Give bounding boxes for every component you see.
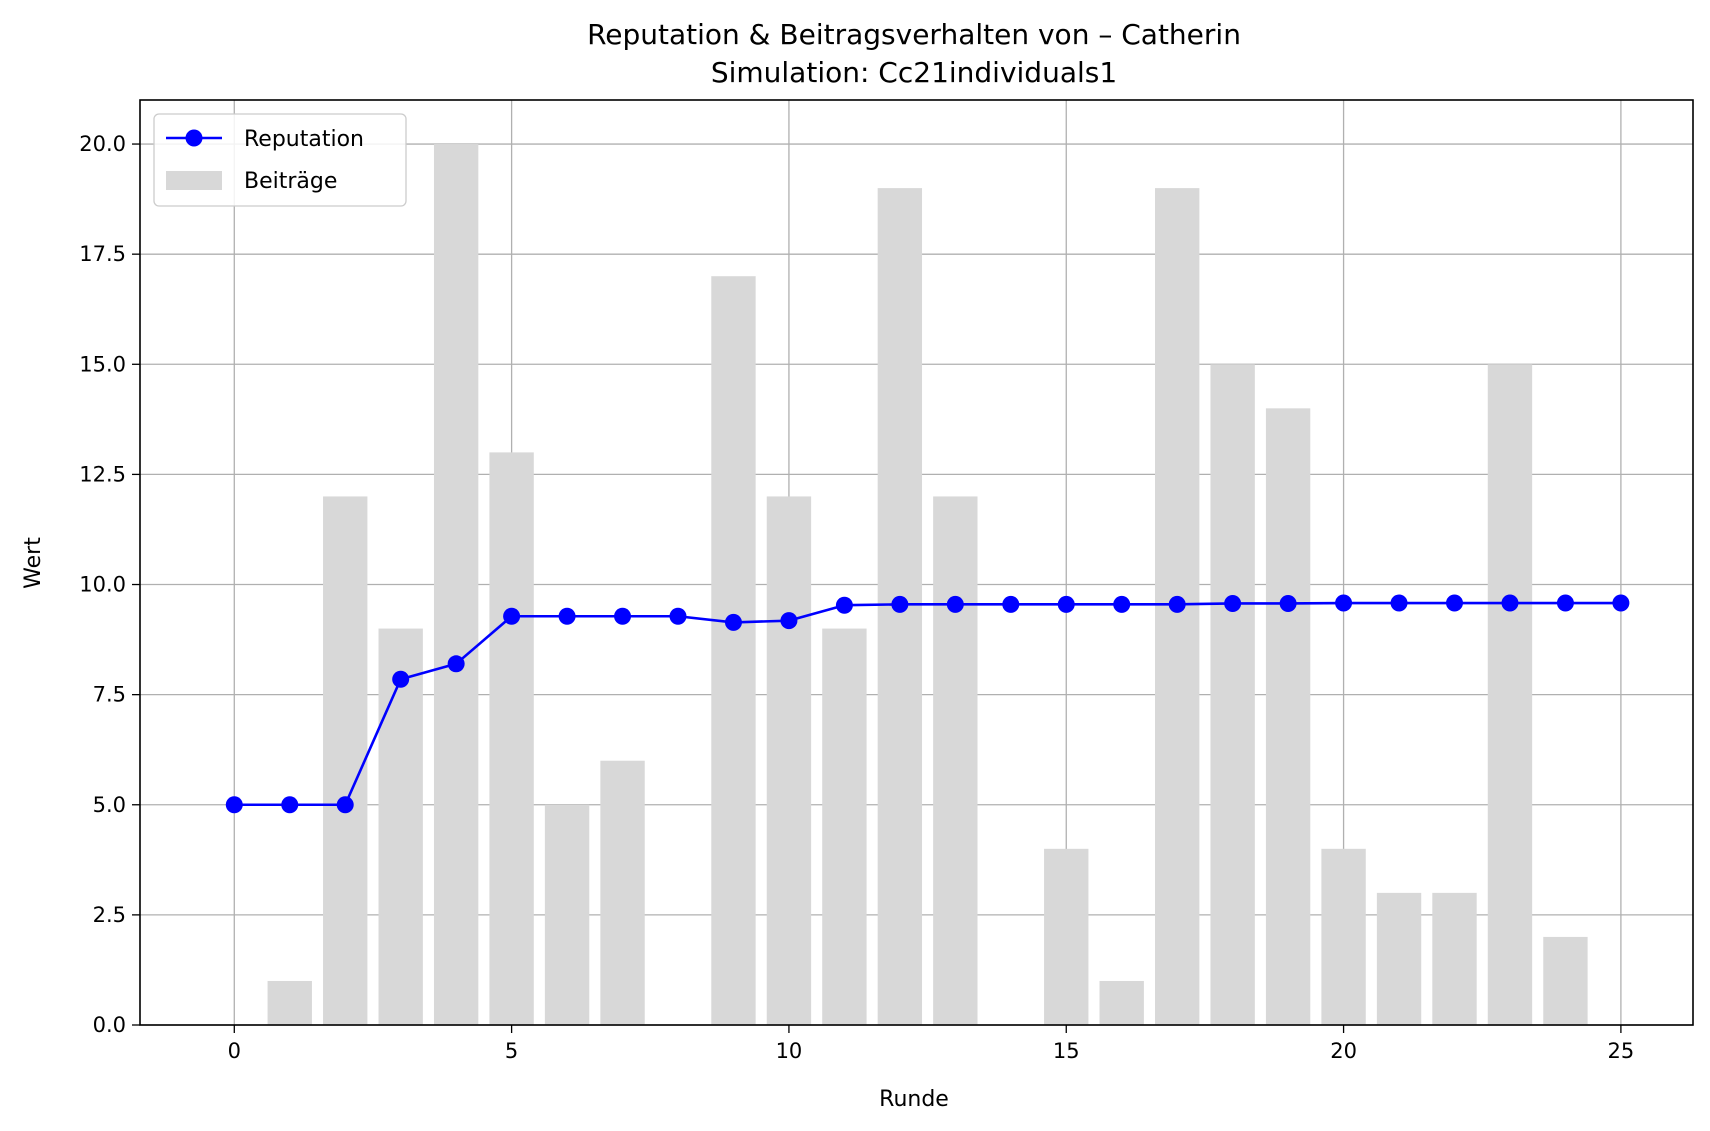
bar-beitraege [323, 496, 368, 1025]
x-tick-label: 20 [1330, 1039, 1357, 1063]
legend: Reputation Beiträge [153, 113, 407, 207]
reputation-point [1390, 594, 1408, 612]
reputation-point [447, 655, 465, 673]
reputation-point [392, 670, 410, 688]
y-axis-label: Wert [21, 537, 46, 589]
bar-beitraege [1265, 408, 1311, 1025]
bar-beitraege [822, 628, 867, 1025]
plot-frame [139, 99, 1694, 1026]
reputation-point [835, 596, 853, 614]
y-tick-label: 20.0 [79, 132, 126, 156]
reputation-point [891, 595, 909, 613]
legend-beitraege-swatch [166, 171, 222, 190]
reputation-line-path [234, 601, 1621, 807]
bar-beitraege [711, 276, 756, 1025]
reputation-point [1224, 594, 1242, 612]
y-tick-label: 12.5 [79, 462, 126, 486]
y-tick-label: 0.0 [93, 1013, 126, 1037]
reputation-point [1556, 594, 1574, 612]
reputation-point [1501, 594, 1519, 612]
bar-beitraege [1321, 848, 1366, 1025]
x-axis-ticks: 0 5 10 15 20 25 [228, 1025, 1635, 1063]
x-axis-label: Runde [879, 1087, 949, 1112]
bar-beitraege [489, 452, 534, 1025]
reputation-point [669, 607, 687, 625]
y-tick-label: 10.0 [79, 573, 126, 597]
y-tick-label: 5.0 [93, 793, 126, 817]
reputation-point [558, 607, 576, 625]
bar-beitraege [1487, 364, 1533, 1025]
reputation-point [1446, 594, 1464, 612]
reputation-point [336, 796, 354, 814]
bar-beitraege [1099, 980, 1144, 1025]
y-tick-label: 2.5 [93, 903, 126, 927]
bars-beitraege [267, 144, 1588, 1026]
reputation-point [503, 607, 521, 625]
bar-beitraege [1543, 936, 1588, 1025]
reputation-point [281, 796, 299, 814]
bar-beitraege [544, 804, 590, 1025]
reputation-point [614, 607, 632, 625]
bar-beitraege [433, 144, 479, 1026]
reputation-point [724, 613, 742, 631]
chart-title: Reputation & Beitragsverhalten von – Cat… [587, 18, 1241, 51]
bar-beitraege [1432, 892, 1477, 1025]
x-tick-label: 5 [505, 1039, 518, 1063]
x-tick-label: 25 [1608, 1039, 1635, 1063]
reputation-point [225, 796, 243, 814]
reputation-point [1335, 594, 1353, 612]
bar-beitraege [1376, 892, 1422, 1025]
bar-beitraege [378, 628, 423, 1025]
y-tick-label: 17.5 [79, 242, 126, 266]
reputation-point [1113, 595, 1131, 613]
bar-beitraege [1044, 848, 1089, 1025]
reputation-point [1279, 594, 1297, 612]
legend-reputation-marker [185, 129, 203, 147]
reputation-point [780, 612, 798, 630]
x-tick-label: 0 [228, 1039, 241, 1063]
bar-beitraege [933, 496, 978, 1025]
legend-beitraege-label: Beiträge [244, 169, 337, 194]
chart-subtitle: Simulation: Cc21individuals1 [711, 56, 1117, 89]
y-tick-label: 7.5 [93, 683, 126, 707]
reputation-point [946, 595, 964, 613]
reputation-point [1168, 595, 1186, 613]
reputation-point [1612, 594, 1630, 612]
reputation-point [1057, 595, 1075, 613]
bar-beitraege [600, 760, 645, 1025]
x-tick-label: 10 [776, 1039, 803, 1063]
x-tick-label: 15 [1053, 1039, 1080, 1063]
legend-reputation-label: Reputation [244, 127, 364, 152]
y-tick-label: 15.0 [79, 352, 126, 376]
line-reputation [225, 594, 1630, 814]
y-axis-ticks: 0.0 2.5 5.0 7.5 10.0 12.5 15.0 17.5 20.0 [79, 132, 140, 1037]
reputation-point [1002, 595, 1020, 613]
bar-beitraege [267, 980, 312, 1025]
bar-beitraege [766, 496, 812, 1025]
bar-beitraege [1210, 364, 1255, 1025]
